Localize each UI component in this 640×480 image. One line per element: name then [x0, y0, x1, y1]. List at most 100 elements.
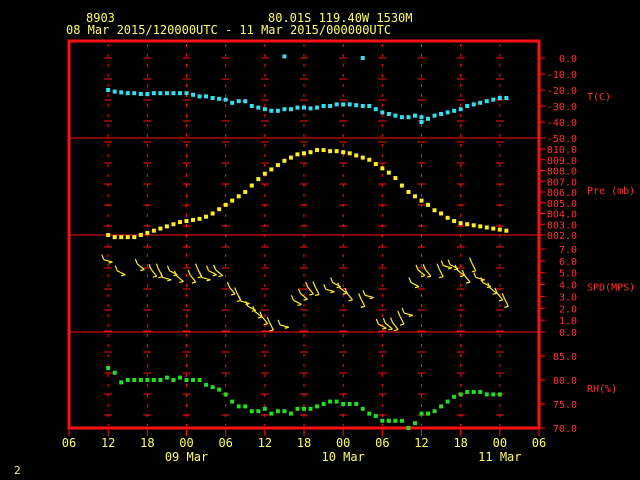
temperature-point [452, 108, 457, 113]
pressure-point [308, 150, 313, 155]
temperature-point [334, 102, 339, 107]
pressure-point [275, 163, 280, 168]
pressure-point [164, 224, 169, 229]
temperature-point [197, 94, 202, 99]
pressure-point [321, 148, 326, 153]
x-tick-label: 06 [375, 436, 389, 450]
pressure-point [439, 211, 444, 216]
humidity-point [334, 399, 339, 404]
humidity-point [184, 378, 189, 382]
x-tick-label: 18 [297, 436, 311, 450]
temperature-point [308, 106, 313, 111]
pressure-point [302, 151, 306, 156]
pressure-point [125, 235, 130, 240]
x-tick-label: 12 [258, 436, 272, 450]
temperature-point [465, 104, 470, 108]
temperature-point [256, 105, 261, 110]
pressure-point [484, 225, 489, 230]
pressure-point [406, 190, 411, 194]
pressure-point [478, 224, 483, 229]
temperature-point [478, 100, 483, 105]
humidity-point [302, 406, 306, 411]
temperature-point [341, 102, 346, 107]
pressure-point [419, 198, 424, 203]
temperature-point [177, 91, 182, 96]
temperature-point [151, 91, 156, 96]
pressure-point [341, 150, 346, 155]
temperature-point [138, 92, 143, 96]
temperature-point [412, 113, 417, 118]
humidity-point [256, 409, 261, 414]
wind-barb [114, 265, 126, 277]
pressure-point [158, 226, 163, 231]
temperature-point [262, 107, 267, 112]
pressure-point [295, 152, 300, 157]
page-number: 2 [14, 464, 21, 477]
humidity-point [275, 409, 280, 414]
humidity-point [341, 402, 346, 406]
temperature-point [302, 105, 306, 110]
humidity-point [125, 378, 130, 382]
temperature-point [217, 96, 222, 101]
pressure-point [112, 235, 117, 240]
pressure-point [497, 227, 502, 232]
date-label: 09 Mar [165, 450, 208, 464]
pressure-point [197, 216, 202, 221]
pressure-point [432, 208, 437, 213]
humidity-point [243, 404, 248, 409]
y-tick-label: 808.0 [547, 167, 577, 178]
humidity-point [465, 390, 470, 394]
temperature-point [249, 104, 254, 108]
y-tick-label: -50.0 [547, 134, 577, 145]
pressure-point [412, 194, 417, 199]
wind-barb [397, 310, 405, 326]
humidity-point [217, 387, 222, 392]
wind-barb [187, 269, 197, 284]
temperature-point [354, 103, 359, 108]
wind-barb [226, 281, 236, 296]
temperature-point [145, 92, 150, 96]
humidity-point [269, 411, 274, 416]
humidity-point [177, 375, 182, 380]
humidity-point [295, 406, 300, 411]
pressure-point [184, 219, 189, 224]
temperature-point [399, 115, 404, 120]
pressure-point [177, 220, 182, 225]
humidity-point [132, 378, 137, 382]
wind-barb [382, 318, 393, 331]
wind-barb [501, 293, 509, 308]
y-tick-label: 807.0 [547, 177, 577, 188]
pressure-point [471, 223, 476, 228]
temperature-point [393, 113, 398, 118]
humidity-point [249, 409, 254, 414]
x-tick-label: 18 [140, 436, 154, 450]
temperature-point [119, 90, 124, 95]
temperature-point [458, 107, 463, 112]
wind-barb [494, 287, 504, 302]
temperature-point [269, 108, 274, 113]
temperature-point [275, 108, 280, 113]
humidity-point [386, 418, 391, 423]
humidity-point [458, 392, 463, 397]
humidity-point [145, 378, 150, 382]
humidity-point [393, 418, 398, 423]
pressure-point [334, 149, 339, 154]
temperature-point [432, 113, 437, 118]
wind-barb [436, 263, 444, 279]
x-tick-label: 06 [62, 436, 76, 450]
humidity-point [347, 402, 352, 406]
humidity-point [367, 411, 372, 416]
humidity-point [119, 380, 124, 385]
humidity-point [399, 418, 404, 423]
temperature-point [171, 91, 176, 96]
y-tick-label: 75.0 [553, 400, 577, 411]
pressure-point [138, 233, 143, 237]
pressure-point [204, 214, 209, 219]
wind-barb [401, 307, 413, 317]
temperature-point [321, 104, 326, 108]
y-tick-label: 802.0 [547, 231, 577, 242]
wind-barb [277, 319, 289, 329]
pressure-point [465, 222, 470, 227]
wind-barb [375, 318, 387, 330]
pressure-point [504, 228, 509, 233]
